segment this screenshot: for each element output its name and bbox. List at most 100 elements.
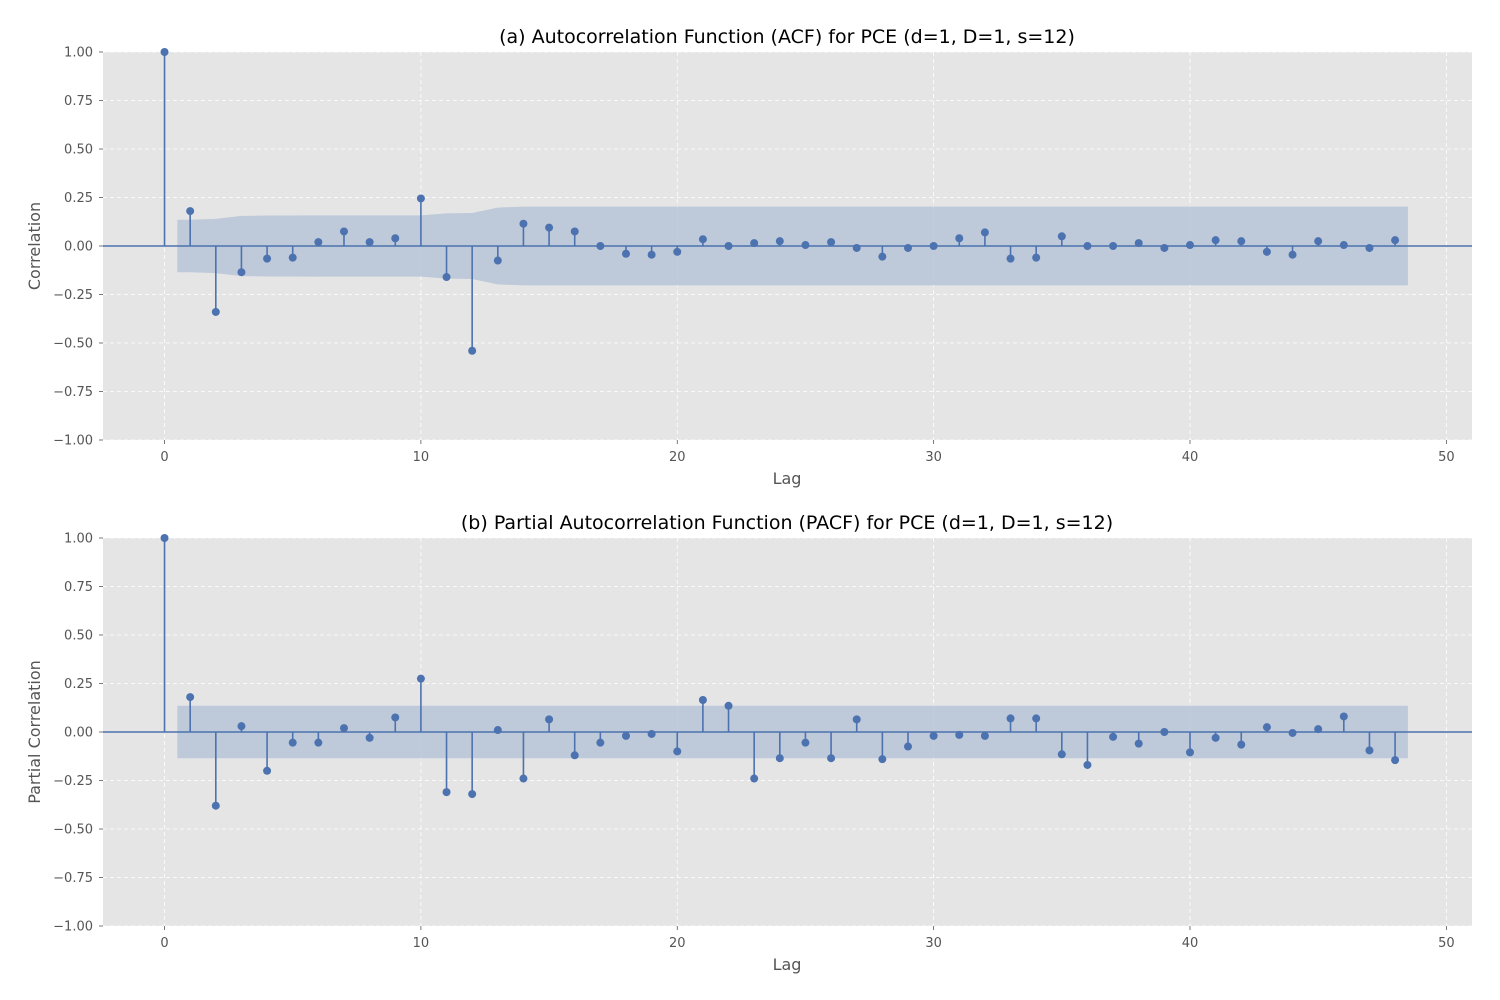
acf-marker-lag-45 xyxy=(1314,237,1323,246)
acf-marker-lag-19 xyxy=(647,250,656,259)
acf-marker-lag-10 xyxy=(416,194,425,203)
pacf-marker-lag-14 xyxy=(519,774,528,783)
acf-marker-lag-46 xyxy=(1339,241,1348,250)
pacf-marker-lag-9 xyxy=(391,713,400,722)
acf-marker-lag-43 xyxy=(1262,247,1271,256)
pacf-panel: (b) Partial Autocorrelation Function (PA… xyxy=(25,512,1472,974)
acf-x-tick-label-4: 40 xyxy=(1182,450,1199,465)
acf-marker-lag-32 xyxy=(980,228,989,237)
pacf-marker-lag-11 xyxy=(442,788,451,797)
acf-marker-lag-0 xyxy=(160,48,169,56)
pacf-marker-lag-36 xyxy=(1083,760,1092,769)
acf-marker-lag-37 xyxy=(1109,242,1118,250)
acf-marker-lag-14 xyxy=(519,219,528,228)
pacf-marker-lag-23 xyxy=(750,774,759,783)
acf-marker-lag-38 xyxy=(1134,239,1143,248)
pacf-marker-lag-28 xyxy=(878,755,887,764)
acf-marker-lag-33 xyxy=(1006,254,1015,263)
acf-marker-lag-18 xyxy=(621,249,630,258)
pacf-marker-lag-7 xyxy=(339,724,348,733)
acf-marker-lag-21 xyxy=(698,235,707,244)
pacf-x-tick-label-3: 30 xyxy=(925,936,942,951)
acf-y-axis-label: Correlation xyxy=(25,202,44,290)
pacf-marker-lag-20 xyxy=(673,747,682,756)
acf-marker-lag-3 xyxy=(237,268,246,277)
acf-marker-lag-40 xyxy=(1185,241,1194,250)
acf-marker-lag-25 xyxy=(801,241,810,250)
pacf-y-tick-label-3: 0.25 xyxy=(64,677,93,692)
pacf-marker-lag-21 xyxy=(698,695,707,704)
acf-marker-lag-4 xyxy=(263,254,272,263)
pacf-y-ticks: 1.00 0.75 0.50 0.25 0.00 −0.25 −0.50 −0.75 −1.00 xyxy=(53,532,103,935)
pacf-marker-lag-43 xyxy=(1262,723,1271,732)
pacf-x-axis-label: Lag xyxy=(773,955,802,974)
acf-y-tick-label-7: −0.75 xyxy=(53,385,93,400)
pacf-marker-lag-1 xyxy=(186,693,195,702)
acf-marker-lag-29 xyxy=(903,243,912,252)
acf-marker-lag-12 xyxy=(468,346,477,355)
acf-marker-lag-16 xyxy=(570,227,579,236)
acf-x-tick-label-1: 10 xyxy=(413,450,430,465)
pacf-marker-lag-33 xyxy=(1006,714,1015,723)
acf-marker-lag-41 xyxy=(1211,236,1220,245)
pacf-y-axis-label: Partial Correlation xyxy=(25,660,44,804)
pacf-y-tick-label-5: −0.25 xyxy=(53,774,93,789)
acf-marker-lag-42 xyxy=(1237,237,1246,246)
pacf-marker-lag-46 xyxy=(1339,712,1348,721)
acf-x-tick-label-3: 30 xyxy=(925,450,942,465)
acf-marker-lag-9 xyxy=(391,234,400,243)
acf-marker-lag-44 xyxy=(1288,250,1297,259)
acf-marker-lag-26 xyxy=(827,238,836,247)
acf-marker-lag-5 xyxy=(288,253,297,262)
pacf-marker-lag-25 xyxy=(801,738,810,747)
pacf-marker-lag-24 xyxy=(775,754,784,763)
acf-title: (a) Autocorrelation Function (ACF) for P… xyxy=(499,26,1075,48)
pacf-x-tick-label-5: 50 xyxy=(1438,936,1455,951)
acf-marker-lag-2 xyxy=(211,307,220,316)
pacf-marker-lag-39 xyxy=(1160,728,1169,736)
pacf-y-tick-label-7: −0.75 xyxy=(53,871,93,886)
acf-marker-lag-28 xyxy=(878,252,887,261)
pacf-stems xyxy=(160,534,1400,810)
pacf-marker-lag-5 xyxy=(288,738,297,747)
pacf-marker-lag-47 xyxy=(1365,746,1374,755)
acf-marker-lag-6 xyxy=(314,238,323,247)
pacf-marker-lag-10 xyxy=(416,674,425,683)
acf-marker-lag-48 xyxy=(1391,236,1400,245)
acf-marker-lag-13 xyxy=(493,256,502,265)
acf-marker-lag-22 xyxy=(724,242,733,250)
pacf-marker-lag-8 xyxy=(365,733,374,742)
pacf-marker-lag-18 xyxy=(621,731,630,740)
pacf-title: (b) Partial Autocorrelation Function (PA… xyxy=(461,512,1113,534)
pacf-marker-lag-6 xyxy=(314,738,323,747)
pacf-marker-lag-0 xyxy=(160,534,169,542)
acf-marker-lag-39 xyxy=(1160,243,1169,252)
pacf-marker-lag-12 xyxy=(468,790,477,799)
pacf-marker-lag-31 xyxy=(955,730,964,739)
pacf-marker-lag-17 xyxy=(596,738,605,747)
pacf-marker-lag-38 xyxy=(1134,739,1143,748)
acf-marker-lag-35 xyxy=(1057,232,1066,241)
pacf-marker-lag-2 xyxy=(211,801,220,810)
acf-marker-lag-11 xyxy=(442,273,451,282)
acf-y-tick-label-4: 0.00 xyxy=(64,240,93,255)
acf-marker-lag-47 xyxy=(1365,243,1374,252)
acf-y-tick-label-1: 0.75 xyxy=(64,94,93,109)
pacf-marker-lag-3 xyxy=(237,722,246,731)
acf-marker-lag-31 xyxy=(955,234,964,243)
pacf-marker-lag-40 xyxy=(1185,748,1194,757)
pacf-marker-lag-22 xyxy=(724,701,733,710)
pacf-marker-lag-27 xyxy=(852,715,861,724)
pacf-x-tick-label-0: 0 xyxy=(160,936,168,951)
acf-marker-lag-20 xyxy=(673,247,682,256)
pacf-marker-lag-42 xyxy=(1237,740,1246,749)
pacf-y-tick-label-2: 0.50 xyxy=(64,629,93,644)
pacf-y-tick-label-1: 0.75 xyxy=(64,580,93,595)
pacf-marker-lag-48 xyxy=(1391,756,1400,765)
acf-y-tick-label-0: 1.00 xyxy=(64,46,93,61)
acf-marker-lag-8 xyxy=(365,238,374,247)
acf-y-tick-label-2: 0.50 xyxy=(64,143,93,158)
acf-y-tick-label-6: −0.50 xyxy=(53,337,93,352)
acf-marker-lag-1 xyxy=(186,207,195,216)
